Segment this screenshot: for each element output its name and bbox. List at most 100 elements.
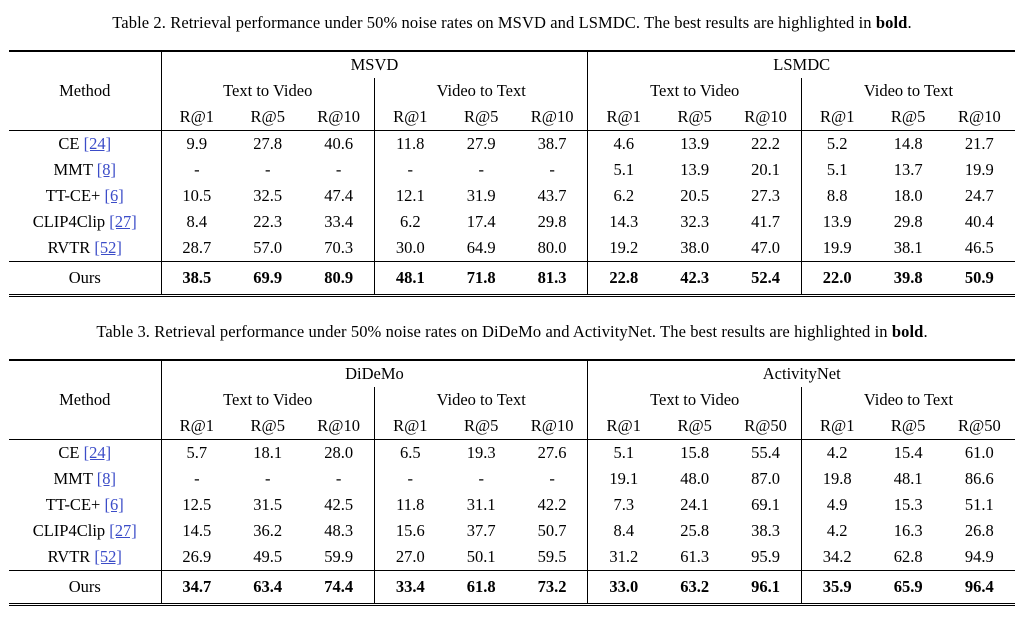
metric-value-cell: 19.2 [587,235,660,262]
method-name: MMT [53,469,93,488]
citation-link[interactable]: [24] [83,134,112,153]
metric-value-cell: 14.8 [893,134,923,153]
metric-value-cell: 39.8 [893,268,923,287]
metric-value-cell: 61.0 [964,443,994,462]
results-table-msvd-lsmdc: Method MSVD LSMDC Text to Video Video to… [9,50,1015,297]
citation-link[interactable]: [27] [109,521,137,540]
caption-bold-word: bold [875,13,908,32]
dataset-header-activitynet: ActivityNet [762,364,841,383]
metric-value-cell: 22.0 [822,268,852,287]
metric-value-cell: 5.7 [186,443,208,462]
metric-value-cell: 28.7 [161,235,233,262]
metric-value-cell: 24.7 [964,186,994,205]
metric-value-cell: 38.5 [182,268,212,287]
metric-value-cell: - [516,157,589,183]
method-cell: MMT [8] [9,157,162,183]
metric-value-cell: 28.0 [303,439,375,466]
metric-value-cell: 86.6 [964,469,994,488]
metric-value-cell: - [303,157,375,183]
citation-link[interactable]: [6] [104,186,124,205]
metric-value-cell: 24.1 [680,495,710,514]
citation-link[interactable]: [24] [83,443,112,462]
results-table-didemo-activitynet: Method DiDeMo ActivityNet Text to Video … [9,359,1015,606]
direction-header-v2t: Video to Text [374,78,589,104]
metric-value-cell: 25.8 [680,521,710,540]
method-name: TT-CE+ [45,186,101,205]
metric-header: R@10 [303,413,375,440]
metric-header: R@50 [730,413,802,440]
metric-value-cell: - [194,469,200,488]
metric-value-cell: 14.3 [609,212,639,231]
metric-value-cell: 6.2 [613,186,635,205]
metric-value-cell: 31.9 [466,186,496,205]
metric-value-cell: 80.0 [516,235,589,262]
metric-value-cell: 11.8 [396,134,425,153]
method-cell: Ours [9,570,162,605]
metric-value-cell: 48.3 [303,518,375,544]
metric-header: R@10 [943,104,1015,131]
direction-header-v2t: Video to Text [863,390,954,409]
method-name: Ours [68,268,101,287]
citation-link[interactable]: [6] [104,495,124,514]
metric-value-cell: 4.9 [826,495,848,514]
metric-value-cell: 6.5 [399,443,421,462]
metric-value-cell: 31.2 [587,544,660,571]
method-cell: CLIP4Clip [27] [9,518,162,544]
metric-value-cell: 47.4 [303,183,375,209]
citation-link[interactable]: [8] [96,160,116,179]
direction-header-row: Text to Video Video to Text Text to Vide… [9,78,1015,104]
table-row: CE [24] 5.7 18.1 28.0 6.5 19.3 27.6 5.1 15.8 55.4… [9,439,1015,466]
metric-value-cell: 69.1 [730,492,802,518]
direction-header-row: Text to Video Video to Text Text to Vide… [9,387,1015,413]
metric-value-cell: 15.6 [395,521,425,540]
metric-value-cell: 38.7 [516,130,589,157]
metric-value-cell: 42.2 [516,492,589,518]
caption-period: . [907,13,912,32]
metric-value-cell: 48.0 [680,469,710,488]
metric-value-cell: 69.9 [253,268,283,287]
metric-header: R@5 [872,413,944,440]
metric-value-cell: 33.0 [609,577,639,596]
metric-value-cell: 18.0 [893,186,923,205]
citation-link[interactable]: [8] [96,469,116,488]
metric-header: R@1 [587,413,660,440]
metric-value-cell: 13.9 [680,134,710,153]
metric-value-cell: 26.9 [161,544,233,571]
table-row: TT-CE+ [6] 12.5 31.5 42.5 11.8 31.1 42.2 7.3 24.… [9,492,1015,518]
metric-value-cell: 47.0 [730,235,802,262]
method-name: MMT [53,160,93,179]
metric-header-row: R@1 R@5 R@10 R@1 R@5 R@10 R@1 R@5 R@50 R… [9,413,1015,440]
metric-value-cell: 13.9 [822,212,852,231]
metric-header: R@10 [303,104,375,131]
metric-value-cell: 48.1 [893,469,923,488]
metric-value-cell: 96.1 [730,570,802,605]
metric-value-cell: 15.3 [893,495,923,514]
metric-value-cell: 19.1 [609,469,639,488]
citation-link[interactable]: [52] [94,238,122,257]
metric-value-cell: 20.1 [730,157,802,183]
metric-value-cell: 12.5 [182,495,212,514]
direction-header-v2t: Video to Text [863,81,954,100]
metric-value-cell: 29.8 [516,209,589,235]
metric-value-cell: 19.3 [466,443,496,462]
metric-value-cell: 59.9 [303,544,375,571]
metric-header-row: R@1 R@5 R@10 R@1 R@5 R@10 R@1 R@5 R@10 R… [9,104,1015,131]
method-cell: TT-CE+ [6] [9,492,162,518]
metric-header: R@1 [587,104,660,131]
citation-link[interactable]: [27] [109,212,137,231]
table-row: TT-CE+ [6] 10.5 32.5 47.4 12.1 31.9 43.7 6.2 20.… [9,183,1015,209]
metric-value-cell: - [478,160,484,179]
metric-value-cell: 19.9 [801,235,873,262]
metric-value-cell: 17.4 [466,212,496,231]
metric-value-cell: 95.9 [730,544,802,571]
metric-value-cell: 9.9 [186,134,208,153]
method-name: RVTR [47,547,91,566]
citation-link[interactable]: [52] [94,547,122,566]
metric-value-cell: 49.5 [232,544,304,571]
metric-value-cell: 27.3 [730,183,802,209]
table-row: MMT [8] - - - - - - 19.1 48.0 87.0 19.8 48.1 86.6 [9,466,1015,492]
method-cell: RVTR [52] [9,544,162,571]
dataset-header-lsmdc: LSMDC [773,55,831,74]
metric-header: R@5 [445,413,517,440]
metric-header: R@1 [374,104,446,131]
